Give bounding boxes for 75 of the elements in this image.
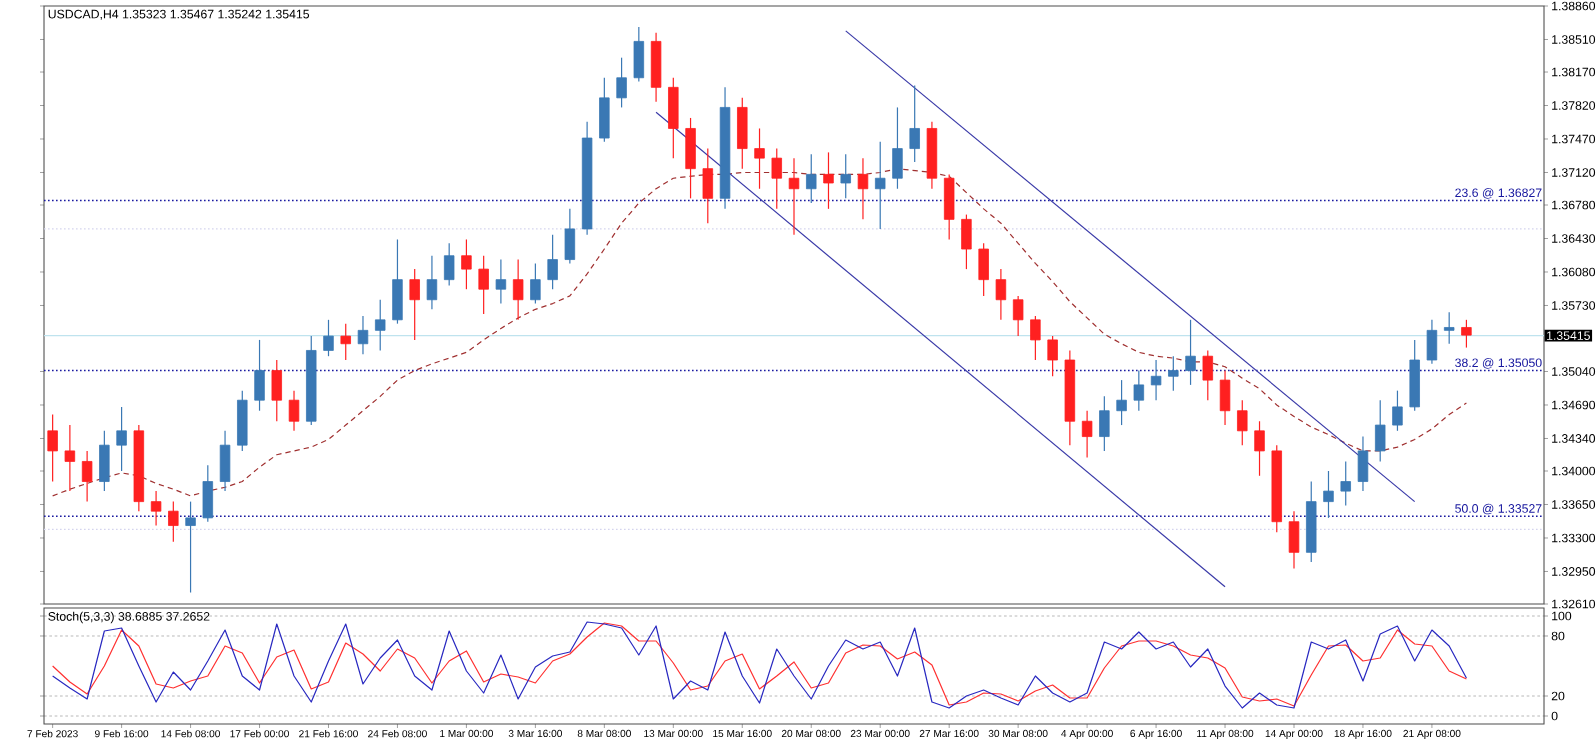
- candlestick: [1323, 470, 1334, 519]
- candlestick: [530, 262, 541, 305]
- candlestick: [823, 151, 834, 210]
- candlestick: [616, 57, 627, 109]
- candlestick: [995, 268, 1007, 321]
- candlestick: [495, 258, 507, 305]
- candlestick: [461, 238, 472, 290]
- candlestick: [185, 501, 196, 594]
- candlestick: [374, 299, 386, 352]
- candlestick: [1409, 339, 1420, 412]
- candlestick: [219, 430, 231, 492]
- candlestick: [323, 319, 334, 357]
- candlestick: [1426, 319, 1438, 365]
- candlestick: [1340, 460, 1351, 507]
- candlestick: [168, 501, 179, 543]
- candlestick: [599, 77, 610, 143]
- candlestick: [857, 157, 869, 220]
- candlestick: [1202, 349, 1214, 401]
- candlestick: [47, 413, 58, 483]
- candlestick: [754, 127, 765, 190]
- candlestick: [650, 32, 662, 103]
- candlestick: [443, 242, 455, 286]
- candlestick: [1357, 435, 1369, 492]
- candlestick: [512, 258, 524, 321]
- candlestick: [271, 359, 282, 422]
- candlestick: [1133, 369, 1145, 412]
- candlestick: [1374, 399, 1386, 463]
- candlestick: [478, 255, 489, 315]
- candlestick: [943, 173, 955, 241]
- candlestick: [99, 430, 110, 492]
- candlestick: [806, 153, 817, 204]
- candlestick: [288, 390, 300, 432]
- candlestick: [1219, 369, 1231, 426]
- candlestick: [1081, 410, 1093, 459]
- candlestick: [633, 26, 645, 83]
- candlestick: [978, 242, 989, 297]
- candlestick: [1443, 311, 1455, 345]
- candlestick: [961, 213, 972, 270]
- candlestick: [116, 406, 127, 472]
- candlestick: [1288, 510, 1300, 570]
- candlestick: [1185, 319, 1196, 386]
- candlestick: [150, 490, 162, 527]
- candlestick: [1099, 395, 1110, 452]
- candlestick: [909, 84, 920, 163]
- candlestick: [1116, 379, 1127, 426]
- candlestick: [202, 464, 214, 523]
- candlestick: [1047, 335, 1058, 377]
- candlestick: [788, 157, 800, 236]
- candlestick: [81, 450, 93, 503]
- candlestick: [1254, 420, 1265, 477]
- candlestick: [1237, 399, 1248, 446]
- candlestick: [1150, 359, 1162, 401]
- candlestick: [237, 390, 248, 452]
- candlestick: [668, 77, 679, 159]
- candlestick: [874, 141, 886, 230]
- candlestick: [1461, 319, 1472, 349]
- candlestick: [840, 153, 851, 199]
- candlestick: [1030, 315, 1041, 361]
- candlestick: [771, 147, 782, 210]
- candlestick: [685, 117, 696, 199]
- candlestick: [254, 339, 265, 412]
- candlestick: [1012, 295, 1024, 337]
- candlestick: [357, 315, 369, 355]
- candlestick: [409, 268, 420, 341]
- candlestick: [340, 323, 351, 361]
- candlestick: [1392, 390, 1403, 432]
- candlestick: [702, 147, 714, 224]
- candlestick: [64, 424, 76, 492]
- candlestick: [426, 255, 438, 310]
- candlestick: [892, 106, 903, 190]
- candlestick: [547, 234, 558, 290]
- candlestick: [1168, 355, 1179, 392]
- candlestick: [737, 97, 748, 170]
- candlestick: [392, 238, 403, 325]
- candlestick: [564, 208, 576, 264]
